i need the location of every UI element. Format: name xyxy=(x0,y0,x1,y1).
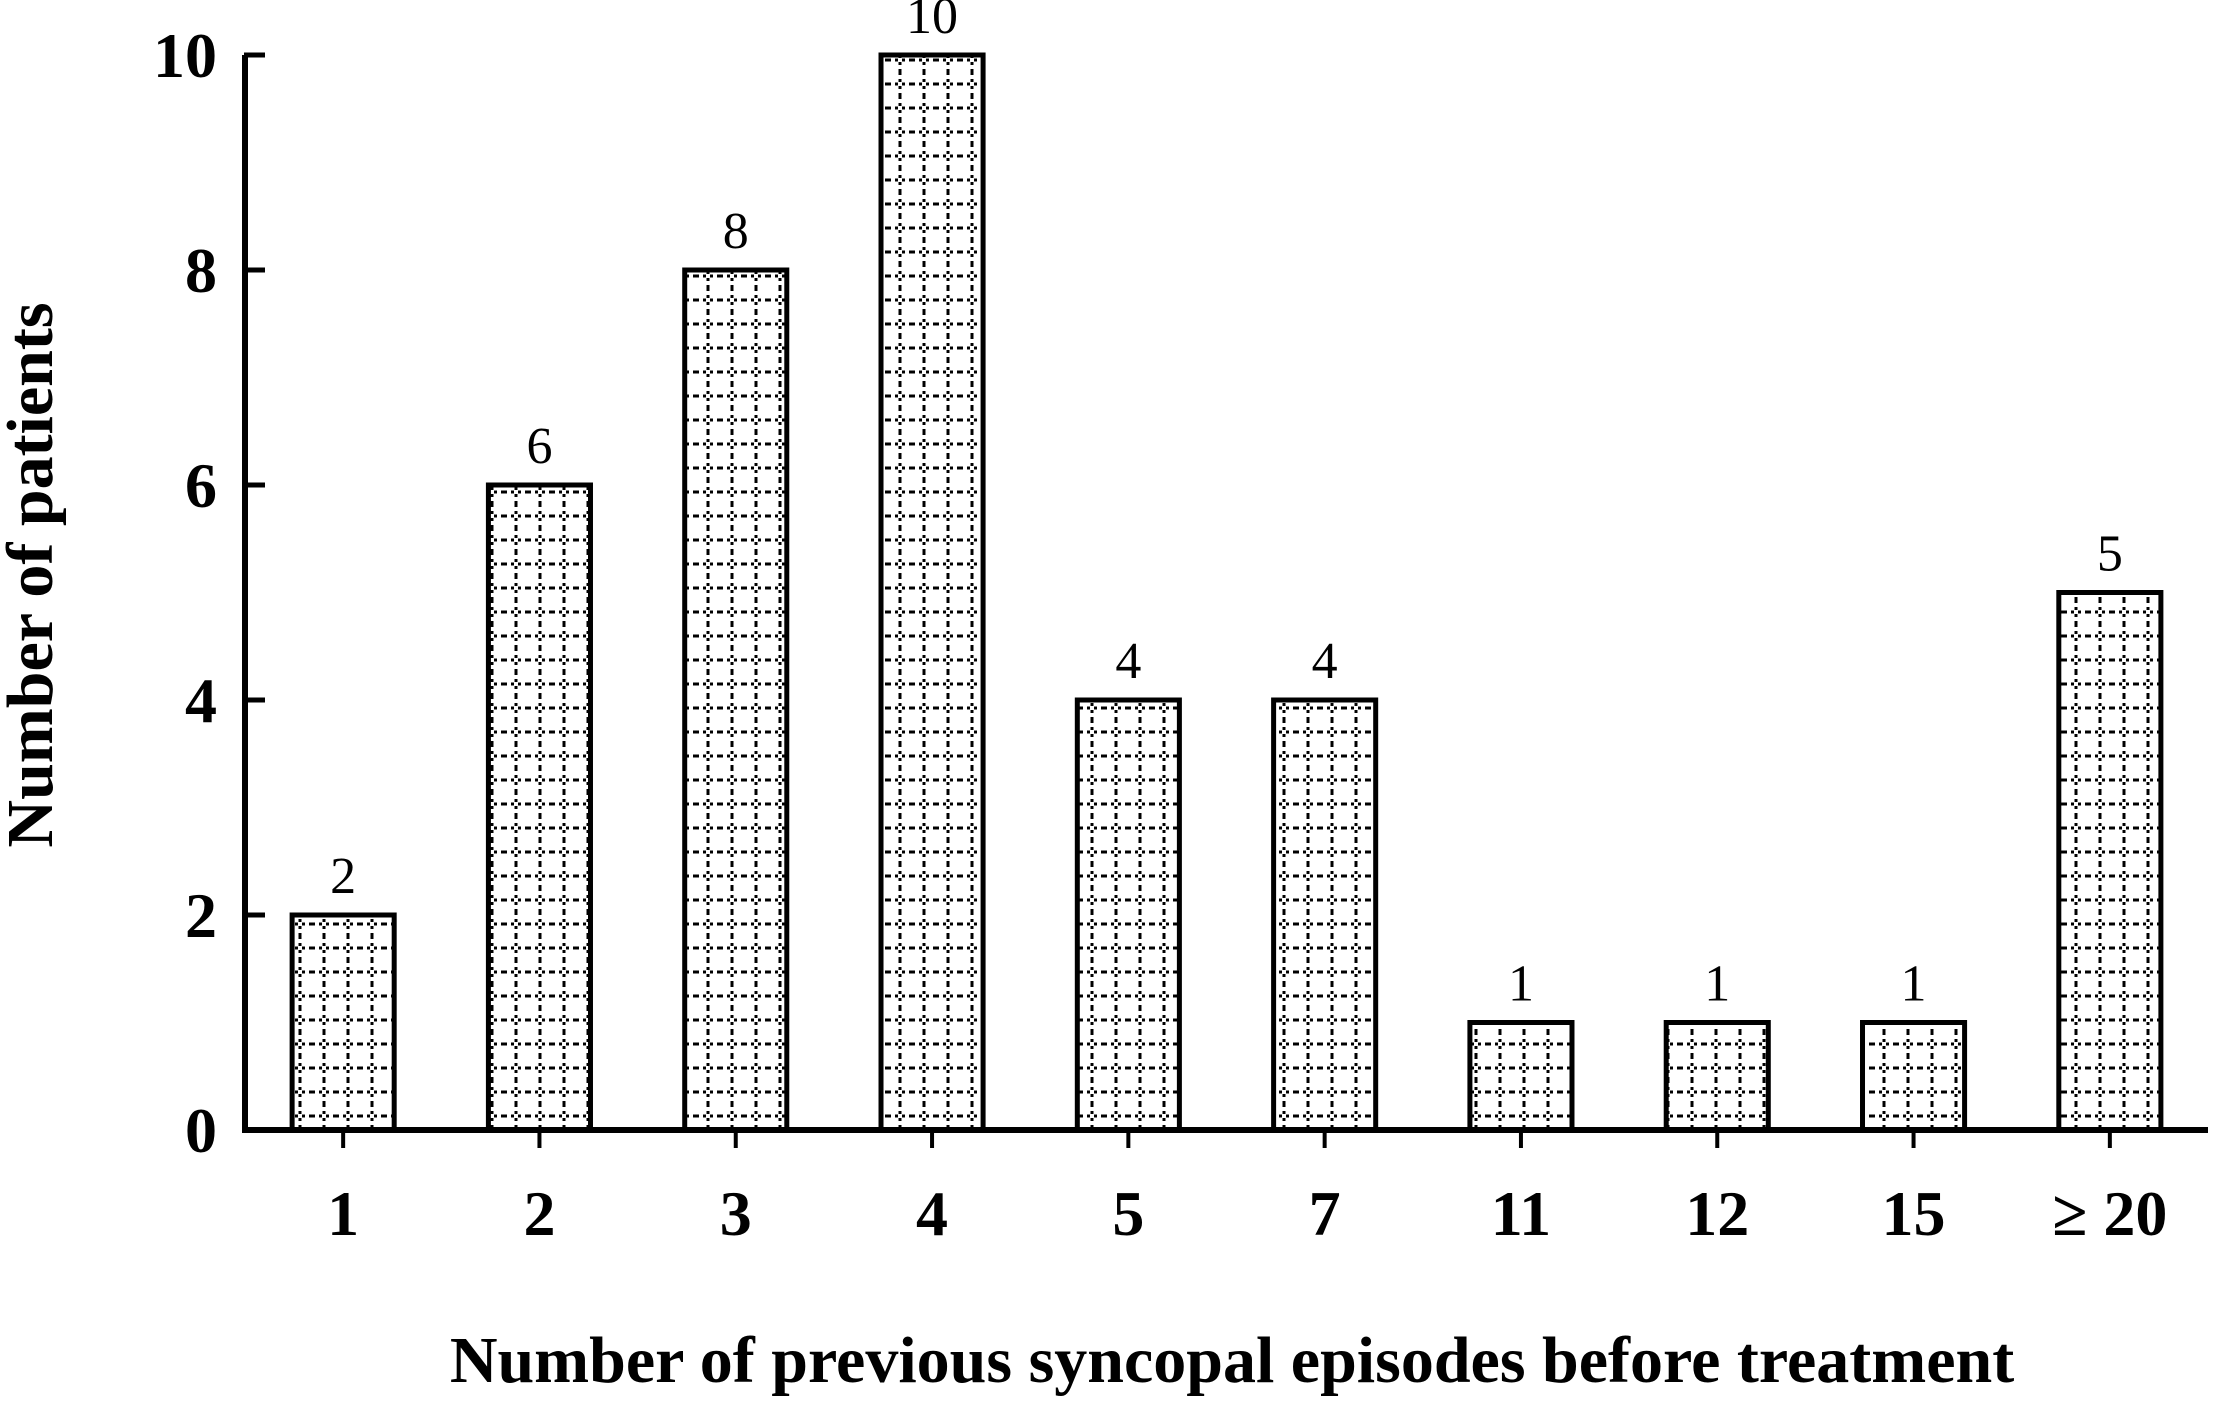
axes-group xyxy=(242,55,2208,1133)
bars-group xyxy=(289,52,2164,1133)
y-axis-title: Number of patients xyxy=(0,302,67,847)
x-ticks-group: 1 2 3 4 5 7 11 12 15 ≥ 20 xyxy=(327,1130,2167,1249)
bar xyxy=(485,482,593,1133)
data-label: 4 xyxy=(1312,633,1338,690)
bar xyxy=(2056,590,2164,1133)
y-tick-label: 2 xyxy=(185,880,217,951)
data-label: 1 xyxy=(1508,956,1534,1013)
data-label: 4 xyxy=(1115,633,1141,690)
data-label: 2 xyxy=(330,848,356,905)
y-tick-label: 6 xyxy=(185,450,217,521)
x-tick-label: 7 xyxy=(1309,1178,1341,1249)
x-axis-title: Number of previous syncopal episodes bef… xyxy=(450,1324,2014,1397)
data-label: 10 xyxy=(906,0,958,45)
bar xyxy=(878,52,986,1133)
bar xyxy=(1271,697,1379,1133)
y-tick-label: 10 xyxy=(153,20,217,91)
y-tick-label: 0 xyxy=(185,1095,217,1166)
bar xyxy=(1074,697,1182,1133)
x-tick-label: 2 xyxy=(523,1178,555,1249)
x-tick-label: 4 xyxy=(916,1178,948,1249)
y-tick-label: 4 xyxy=(185,665,217,736)
x-tick-label: ≥ 20 xyxy=(2052,1178,2167,1249)
bar xyxy=(289,912,397,1133)
data-label: 8 xyxy=(723,203,749,260)
x-tick-label: 11 xyxy=(1491,1178,1551,1249)
data-label: 1 xyxy=(1704,956,1730,1013)
y-tick-label: 8 xyxy=(185,235,217,306)
bar xyxy=(1663,1020,1771,1133)
x-tick-label: 12 xyxy=(1685,1178,1749,1249)
y-ticks-group: 0 2 4 6 8 10 xyxy=(153,20,265,1166)
x-tick-label: 1 xyxy=(327,1178,359,1249)
data-labels-group: 2 6 8 10 4 4 1 1 1 5 xyxy=(330,0,2123,1013)
x-tick-label: 15 xyxy=(1882,1178,1946,1249)
data-label: 1 xyxy=(1901,956,1927,1013)
bar xyxy=(1860,1020,1968,1133)
x-tick-label: 3 xyxy=(720,1178,752,1249)
bar xyxy=(682,267,790,1133)
data-label: 5 xyxy=(2097,526,2123,583)
bar xyxy=(1467,1020,1575,1133)
x-tick-label: 5 xyxy=(1112,1178,1144,1249)
data-label: 6 xyxy=(526,418,552,475)
